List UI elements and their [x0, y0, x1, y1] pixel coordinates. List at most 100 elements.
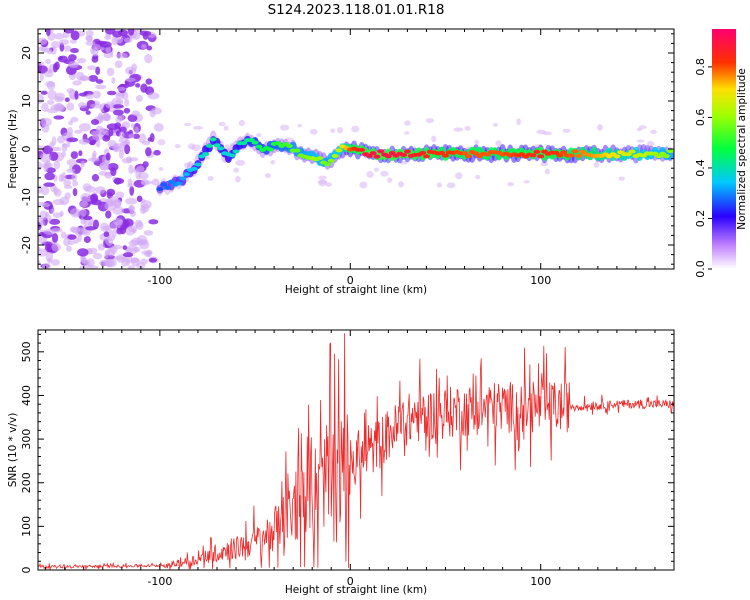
spectrogram-x-tick-label: 0	[347, 274, 354, 287]
noise-blob	[53, 102, 64, 111]
ridge-cell	[247, 137, 255, 142]
noise-blob	[256, 133, 262, 138]
noise-blob	[79, 122, 91, 132]
noise-blob	[54, 33, 65, 40]
noise-blob	[90, 193, 99, 203]
noise-blob	[112, 206, 125, 215]
snr-panel: -100 0 100 0 100 200 300 400 500 Height of strai…	[7, 329, 675, 596]
noise-blob	[129, 185, 135, 196]
noise-blob	[113, 217, 124, 226]
colorbar-tick-label: 0.8	[694, 58, 707, 76]
noise-blob	[523, 180, 530, 184]
ridge-cell	[529, 153, 537, 158]
noise-blob	[86, 65, 97, 71]
noise-blob	[105, 101, 115, 109]
noise-blob	[135, 170, 142, 180]
noise-blob	[103, 113, 111, 122]
noise-blob	[106, 90, 117, 96]
noise-blob	[70, 48, 79, 54]
noise-blob	[425, 118, 434, 124]
ridge-cell	[190, 166, 198, 171]
noise-blob	[51, 41, 61, 49]
noise-blob	[60, 231, 67, 239]
noise-blob	[128, 133, 135, 139]
noise-blob	[157, 139, 166, 146]
noise-blob	[72, 80, 82, 86]
ridge-cell	[266, 147, 274, 152]
noise-blob	[44, 172, 55, 181]
ridge-cell	[613, 154, 621, 159]
noise-blob	[56, 135, 66, 144]
noise-blob	[52, 199, 65, 206]
snr-plot-area	[38, 330, 674, 570]
noise-blob	[191, 144, 201, 152]
snr-x-tick-label: -100	[147, 575, 172, 588]
ridge-cell	[556, 153, 564, 158]
noise-blob	[135, 94, 143, 102]
spectrogram-y-tick-label: 20	[20, 46, 33, 60]
noise-blob	[436, 182, 442, 188]
noise-blob	[122, 245, 128, 250]
noise-blob	[79, 76, 91, 81]
noise-blob	[646, 140, 655, 147]
ridge-cell	[289, 141, 297, 151]
ridge-cell	[205, 143, 213, 148]
noise-blob	[123, 107, 131, 114]
noise-blob	[125, 197, 138, 205]
noise-blob	[47, 89, 57, 100]
noise-blob	[83, 236, 91, 244]
colorbar-tick-label: 0.2	[694, 210, 707, 228]
noise-blob	[207, 175, 214, 182]
noise-blob	[41, 102, 49, 113]
noise-blob	[85, 226, 97, 231]
noise-blob	[115, 191, 125, 200]
noise-blob	[118, 126, 127, 133]
noise-blob	[618, 176, 625, 181]
noise-blob	[124, 144, 131, 155]
spectrogram-y-tick-label: 10	[20, 94, 33, 108]
noise-blob	[431, 135, 437, 143]
noise-blob	[235, 159, 246, 166]
noise-blob	[112, 104, 124, 109]
noise-blob	[151, 178, 160, 186]
ridge-cell	[316, 156, 324, 161]
noise-blob	[193, 125, 204, 130]
noise-blob	[39, 210, 48, 221]
noise-blob	[144, 250, 151, 258]
noise-blob	[147, 92, 160, 100]
noise-blob	[134, 126, 139, 135]
noise-blob	[234, 175, 241, 183]
noise-blob	[130, 123, 135, 128]
noise-blob	[132, 133, 140, 139]
noise-blob	[318, 175, 327, 180]
ridge-cell	[438, 150, 446, 155]
noise-blob	[141, 44, 147, 49]
noise-blob	[127, 114, 138, 123]
snr-y-tick-label: 500	[20, 341, 33, 362]
noise-blob	[85, 110, 91, 115]
noise-blob	[95, 66, 101, 76]
snr-line	[38, 333, 674, 570]
noise-blob	[135, 83, 141, 88]
noise-blob	[130, 257, 140, 264]
snr-ticks: -100 0 100 0 100 200 300 400 500	[20, 330, 675, 588]
noise-blob	[84, 185, 96, 193]
noise-blob	[597, 124, 603, 131]
noise-blob	[233, 167, 239, 173]
noise-blob	[400, 160, 408, 165]
ridge-cell	[419, 150, 427, 155]
snr-y-tick-label: 200	[20, 472, 33, 493]
noise-blob	[50, 259, 61, 266]
noise-blob	[636, 139, 645, 143]
noise-blob	[45, 167, 56, 174]
noise-blob	[97, 112, 104, 123]
noise-blob	[63, 45, 72, 52]
ridge-cell	[232, 149, 240, 154]
noise-blob	[48, 151, 59, 162]
noise-blob	[148, 257, 158, 263]
noise-blob	[59, 39, 70, 45]
ridge-cell	[388, 151, 396, 156]
noise-blob	[124, 66, 137, 75]
ridge-cell	[183, 172, 191, 177]
